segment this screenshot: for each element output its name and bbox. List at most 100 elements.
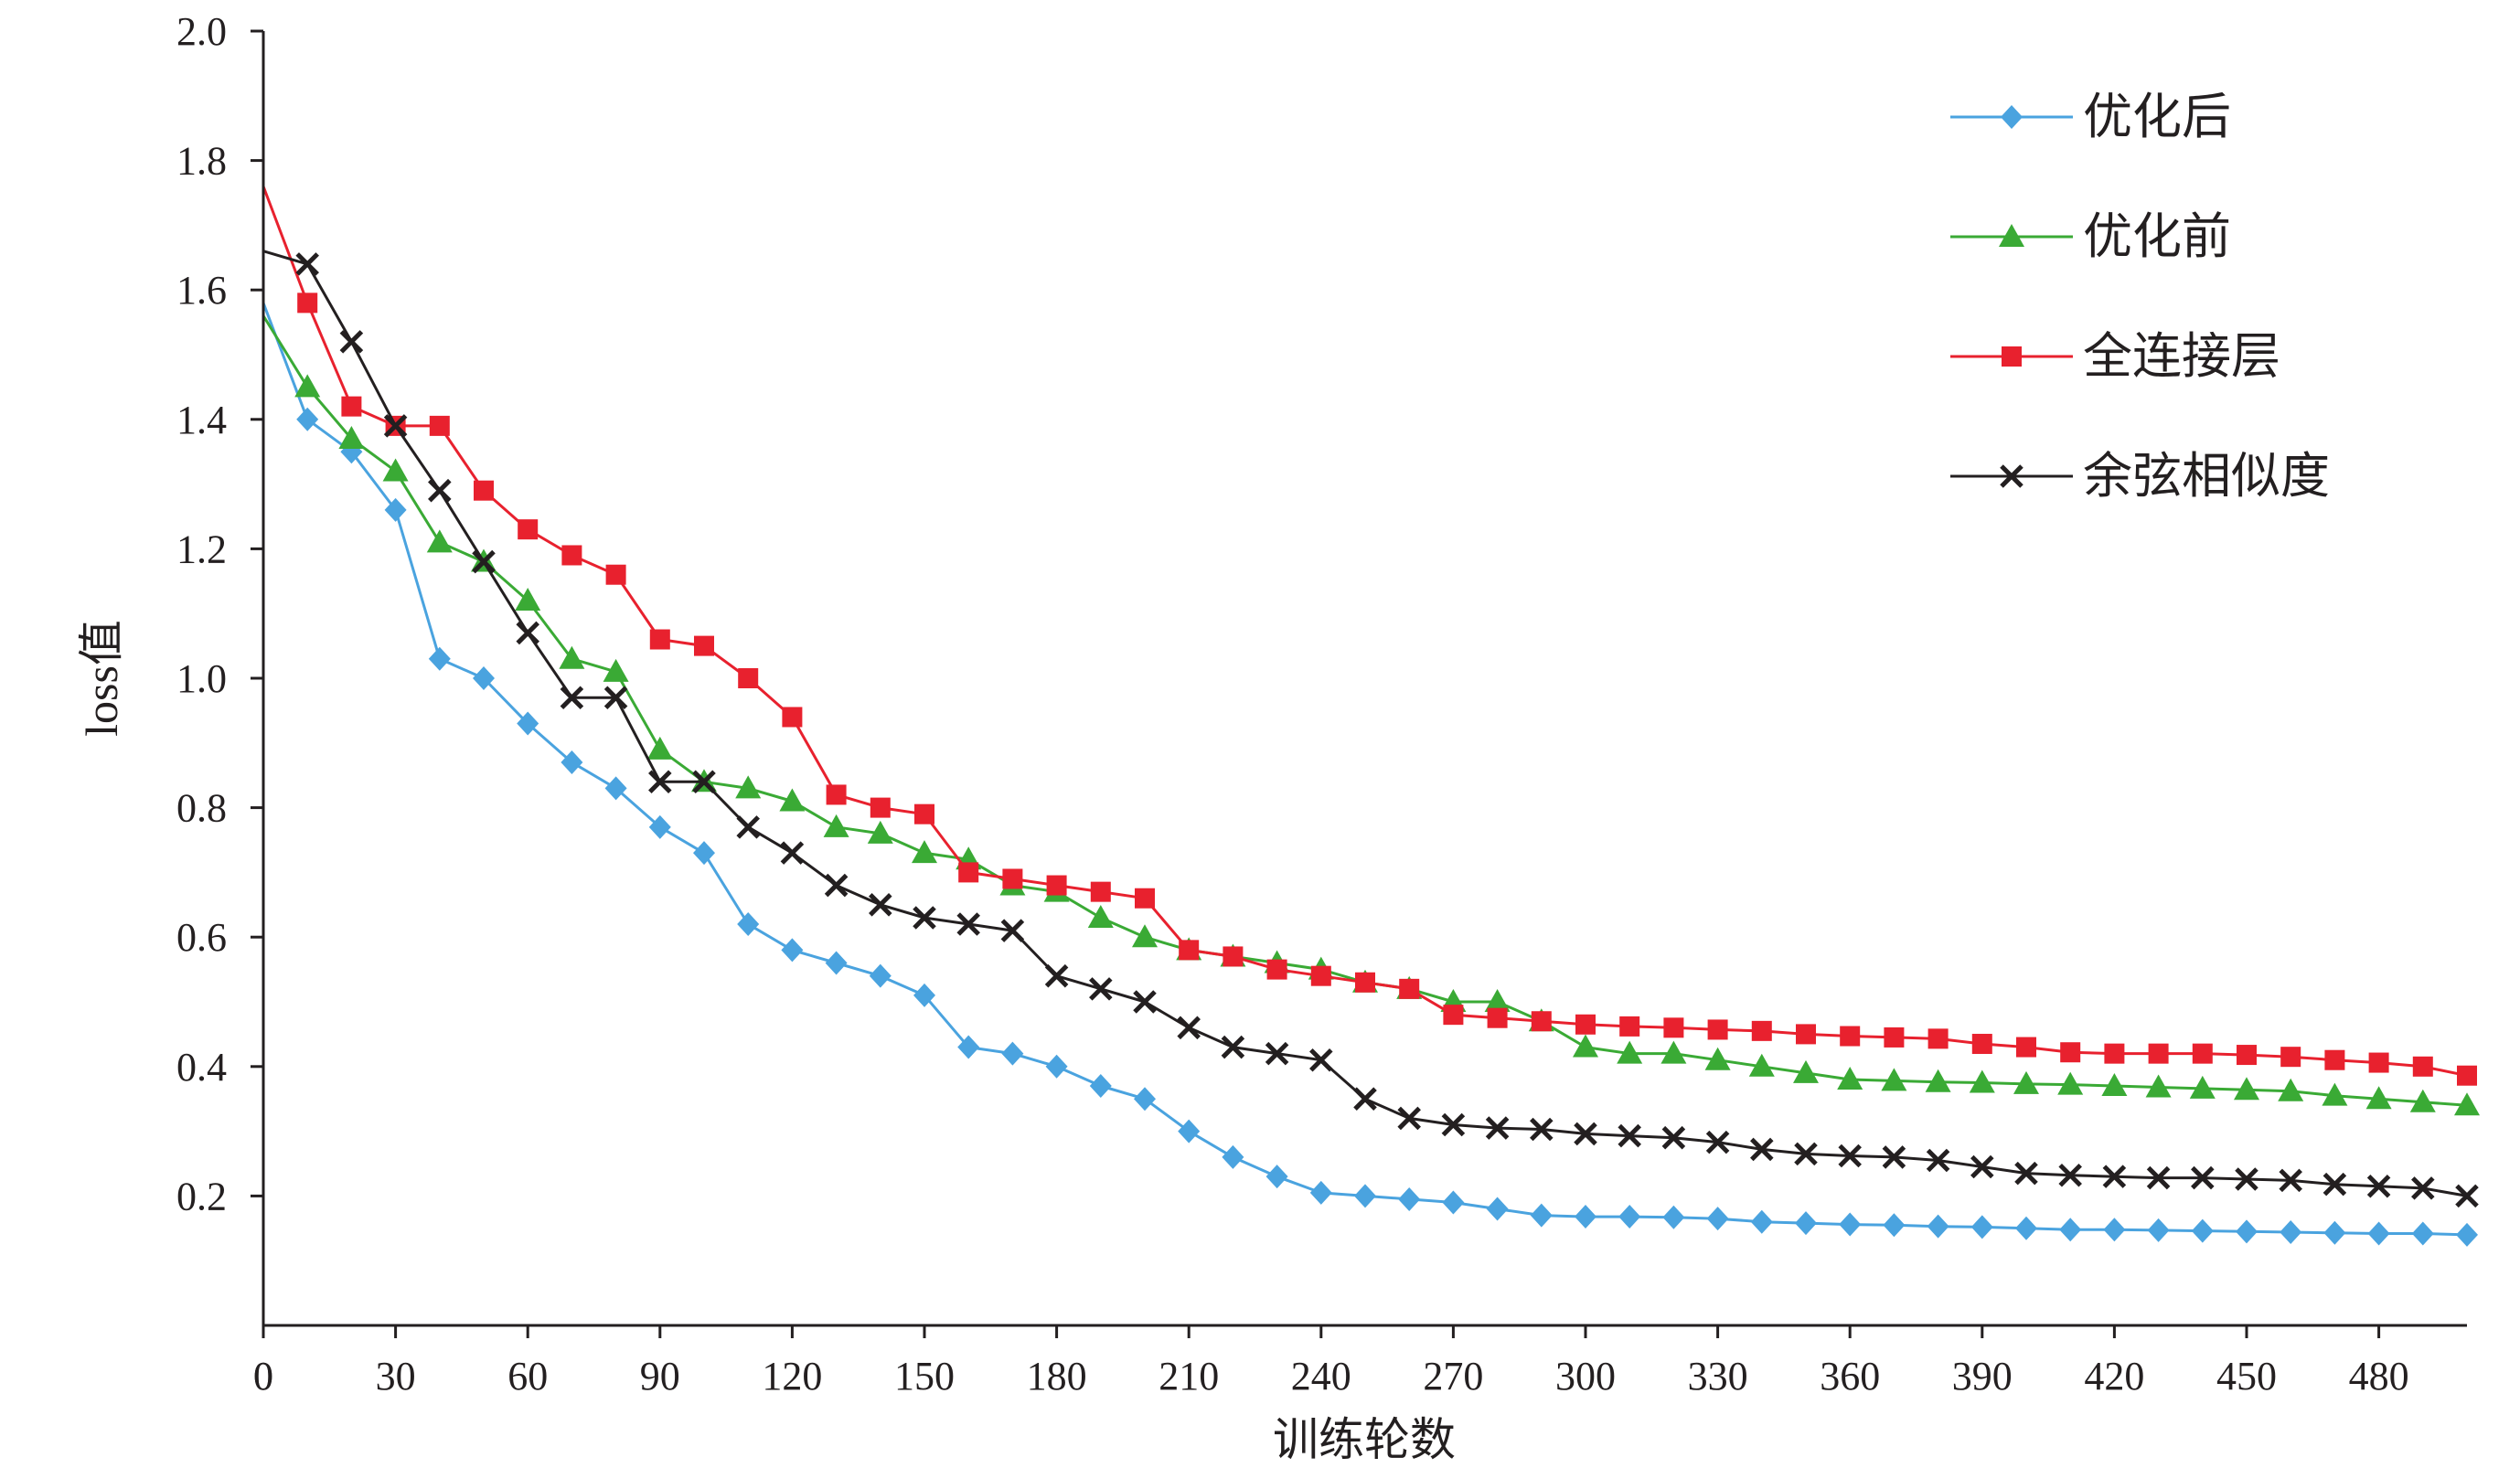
data-point bbox=[2101, 1073, 2128, 1097]
data-point bbox=[825, 951, 848, 975]
data-point bbox=[738, 668, 759, 688]
plot-area bbox=[262, 186, 2480, 1247]
data-point bbox=[1090, 881, 1111, 902]
data-point bbox=[1354, 1184, 1376, 1208]
data-point bbox=[782, 707, 803, 728]
data-point bbox=[2367, 1221, 2390, 1246]
data-point bbox=[294, 374, 321, 398]
data-point bbox=[1223, 946, 1244, 967]
data-point bbox=[1970, 1215, 1993, 1239]
data-point bbox=[1222, 1144, 1244, 1169]
data-point bbox=[2322, 1082, 2348, 1106]
data-point bbox=[1750, 1209, 1773, 1234]
data-point bbox=[1927, 1028, 1949, 1049]
data-point bbox=[603, 658, 629, 682]
data-point bbox=[605, 564, 626, 585]
x-tick-label: 0 bbox=[253, 1354, 273, 1399]
y-tick-label: 0.8 bbox=[176, 786, 227, 831]
x-tick-label: 90 bbox=[640, 1354, 680, 1399]
data-point bbox=[1748, 1053, 1775, 1077]
data-point bbox=[1046, 875, 1067, 896]
series-2 bbox=[262, 314, 2480, 1116]
data-point bbox=[1397, 1106, 1421, 1131]
x-tick-label: 330 bbox=[1688, 1354, 1748, 1399]
y-tick-label: 1.4 bbox=[176, 398, 227, 442]
data-point bbox=[2191, 1165, 2215, 1190]
data-point bbox=[2103, 1218, 2126, 1242]
data-point bbox=[383, 414, 408, 438]
data-point bbox=[2016, 1037, 2036, 1058]
data-point bbox=[2365, 1086, 2392, 1110]
data-point bbox=[869, 893, 892, 917]
data-point bbox=[912, 840, 937, 864]
data-point bbox=[736, 815, 760, 839]
data-point bbox=[2324, 1049, 2345, 1070]
data-point bbox=[1221, 1035, 1245, 1059]
data-point bbox=[560, 686, 584, 710]
data-point bbox=[1132, 924, 1158, 948]
data-point bbox=[1661, 1125, 1686, 1150]
data-point bbox=[1087, 904, 1114, 928]
x-tick-label: 420 bbox=[2084, 1354, 2144, 1399]
data-point bbox=[2235, 1167, 2258, 1191]
data-point bbox=[561, 545, 582, 566]
data-point bbox=[869, 963, 892, 988]
data-point bbox=[780, 841, 805, 865]
data-point bbox=[1443, 1005, 1464, 1026]
data-point bbox=[1178, 1119, 1201, 1144]
data-point bbox=[1969, 1069, 1995, 1093]
data-point bbox=[1573, 1034, 1598, 1058]
data-point bbox=[1399, 978, 1420, 999]
data-point bbox=[1530, 1117, 1554, 1142]
data-point bbox=[1574, 1122, 1597, 1146]
data-point bbox=[2104, 1043, 2125, 1064]
y-tick-label: 1.0 bbox=[176, 656, 227, 701]
data-point bbox=[604, 776, 627, 801]
data-point bbox=[2455, 1184, 2479, 1208]
data-point bbox=[2279, 1168, 2302, 1193]
x-tick-label: 360 bbox=[1820, 1354, 1880, 1399]
data-point bbox=[1309, 1048, 1333, 1072]
data-point bbox=[2192, 1043, 2213, 1064]
data-point bbox=[870, 797, 891, 818]
data-point bbox=[2368, 1052, 2389, 1073]
data-point bbox=[2236, 1219, 2258, 1244]
data-point bbox=[341, 396, 362, 417]
data-point bbox=[693, 841, 715, 866]
legend-item: 优化前 bbox=[1950, 209, 2231, 264]
x-tick-label: 270 bbox=[1423, 1354, 1483, 1399]
data-point bbox=[2409, 1089, 2436, 1112]
series-3 bbox=[262, 186, 2477, 1086]
legend-marker bbox=[2001, 105, 2023, 129]
data-point bbox=[515, 588, 541, 612]
x-tick-label: 150 bbox=[894, 1354, 955, 1399]
data-point bbox=[382, 458, 409, 482]
data-point bbox=[1795, 1211, 1817, 1236]
data-point bbox=[2146, 1165, 2171, 1190]
data-point bbox=[1531, 1011, 1552, 1032]
data-point bbox=[2237, 1045, 2257, 1066]
data-point bbox=[1837, 1066, 1863, 1090]
data-point bbox=[2014, 1161, 2038, 1186]
x-tick-label: 450 bbox=[2216, 1354, 2277, 1399]
data-point bbox=[1838, 1144, 1862, 1168]
data-point bbox=[1265, 1165, 1288, 1189]
data-point bbox=[1266, 959, 1287, 980]
data-point bbox=[2102, 1165, 2127, 1188]
data-point bbox=[473, 666, 495, 690]
data-point bbox=[648, 770, 672, 794]
data-point bbox=[2454, 1092, 2480, 1116]
data-point bbox=[1839, 1212, 1862, 1237]
data-point bbox=[1796, 1024, 1816, 1045]
data-point bbox=[2147, 1218, 2170, 1242]
data-point bbox=[1398, 1186, 1421, 1211]
data-point bbox=[648, 814, 671, 839]
data-point bbox=[2059, 1218, 2082, 1242]
data-point bbox=[913, 983, 935, 1007]
data-point bbox=[1925, 1069, 1951, 1092]
data-point bbox=[1618, 1123, 1641, 1148]
data-point bbox=[1840, 1026, 1861, 1047]
data-point bbox=[779, 788, 806, 812]
data-point bbox=[2057, 1071, 2084, 1095]
